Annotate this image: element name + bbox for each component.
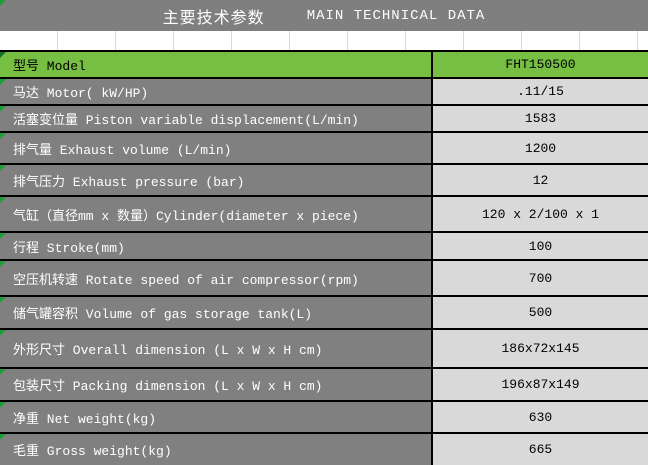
spec-value: 665 <box>528 442 553 457</box>
spec-label: 储气罐容积 Volume of gas storage tank(L) <box>13 307 313 322</box>
spec-value: 1200 <box>524 140 557 156</box>
error-triangle-icon <box>0 330 6 336</box>
spec-value: .11/15 <box>517 84 564 99</box>
error-triangle-icon <box>0 133 6 139</box>
error-triangle-icon <box>0 0 6 6</box>
spec-label: 行程 Stroke(mm) <box>13 240 125 256</box>
error-triangle-icon <box>0 106 6 112</box>
spec-label-cell[interactable]: 型号 Model <box>0 52 433 77</box>
spec-row-piston-displacement: 活塞变位量 Piston variable displacement(L/min… <box>0 104 648 131</box>
spec-row-tank-volume: 储气罐容积 Volume of gas storage tank(L) 500 <box>0 295 648 328</box>
spec-table: 型号 Model FHT150500 马达 Motor( kW/HP) .11/… <box>0 50 648 465</box>
spec-label-cell[interactable]: 行程 Stroke(mm) <box>0 233 433 259</box>
spec-row-cylinder: 气缸（直径mm x 数量）Cylinder(diameter x piece) … <box>0 195 648 231</box>
spec-label: 马达 Motor( kW/HP) <box>13 86 149 101</box>
spec-value-cell[interactable]: 12 <box>433 165 648 195</box>
spec-value-cell[interactable]: 1200 <box>433 133 648 163</box>
spec-row-stroke: 行程 Stroke(mm) 100 <box>0 231 648 259</box>
spec-label: 外形尺寸 Overall dimension (L x W x H cm) <box>13 343 323 358</box>
spec-value: 120 x 2/100 x 1 <box>481 206 600 222</box>
spec-row-gross-weight: 毛重 Gross weight(kg) 665 <box>0 432 648 465</box>
error-triangle-icon <box>0 79 6 85</box>
spec-label: 气缸（直径mm x 数量）Cylinder(diameter x piece) <box>13 208 359 224</box>
spec-value-cell[interactable]: 196x87x149 <box>433 369 648 400</box>
spec-row-exhaust-pressure: 排气压力 Exhaust pressure (bar) 12 <box>0 163 648 195</box>
error-triangle-icon <box>0 297 6 303</box>
spec-value-cell[interactable]: FHT150500 <box>433 52 648 77</box>
spec-value-cell[interactable]: 500 <box>433 297 648 328</box>
error-triangle-icon <box>0 197 6 203</box>
error-triangle-icon <box>0 261 6 267</box>
spec-value-cell[interactable]: 700 <box>433 261 648 295</box>
spec-label: 包装尺寸 Packing dimension (L x W x H cm) <box>13 379 323 394</box>
spec-value: 12 <box>532 172 549 188</box>
spec-label: 毛重 Gross weight(kg) <box>13 444 172 459</box>
spec-value: 630 <box>528 409 553 425</box>
spec-label-cell[interactable]: 净重 Net weight(kg) <box>0 402 433 432</box>
table-title-en: MAIN TECHNICAL DATA <box>306 7 486 24</box>
spec-value-cell[interactable]: 100 <box>433 233 648 259</box>
spec-value: 1583 <box>524 111 557 126</box>
table-title-bar[interactable]: 主要技术参数 MAIN TECHNICAL DATA <box>0 0 648 31</box>
error-triangle-icon <box>0 369 6 375</box>
empty-spreadsheet-row <box>0 31 648 50</box>
spec-row-overall-dimension: 外形尺寸 Overall dimension (L x W x H cm) 18… <box>0 328 648 367</box>
spec-value-cell[interactable]: 186x72x145 <box>433 330 648 367</box>
spec-value-cell[interactable]: 630 <box>433 402 648 432</box>
spec-label: 空压机转速 Rotate speed of air compressor(rpm… <box>13 272 359 288</box>
spec-row-rotate-speed: 空压机转速 Rotate speed of air compressor(rpm… <box>0 259 648 295</box>
spec-value-cell[interactable]: .11/15 <box>433 79 648 104</box>
spec-label-cell[interactable]: 马达 Motor( kW/HP) <box>0 79 433 104</box>
spec-row-exhaust-volume: 排气量 Exhaust volume (L/min) 1200 <box>0 131 648 163</box>
error-triangle-icon <box>0 165 6 171</box>
spec-label-cell[interactable]: 外形尺寸 Overall dimension (L x W x H cm) <box>0 330 433 367</box>
spec-label: 型号 Model <box>13 59 86 74</box>
spec-value-cell[interactable]: 120 x 2/100 x 1 <box>433 197 648 231</box>
spec-label-cell[interactable]: 排气量 Exhaust volume (L/min) <box>0 133 433 163</box>
spec-label-cell[interactable]: 排气压力 Exhaust pressure (bar) <box>0 165 433 195</box>
spec-label-cell[interactable]: 活塞变位量 Piston variable displacement(L/min… <box>0 106 433 131</box>
spec-value: 700 <box>528 270 553 286</box>
spec-value-cell[interactable]: 1583 <box>433 106 648 131</box>
spec-label-cell[interactable]: 包装尺寸 Packing dimension (L x W x H cm) <box>0 369 433 400</box>
spec-value: 500 <box>528 305 553 320</box>
spec-row-motor: 马达 Motor( kW/HP) .11/15 <box>0 77 648 104</box>
spec-label-cell[interactable]: 毛重 Gross weight(kg) <box>0 434 433 465</box>
spec-value: FHT150500 <box>505 57 576 72</box>
spec-value-cell[interactable]: 665 <box>433 434 648 465</box>
spec-label: 排气量 Exhaust volume (L/min) <box>13 142 232 158</box>
spec-label: 活塞变位量 Piston variable displacement(L/min… <box>13 113 359 128</box>
spec-label-cell[interactable]: 储气罐容积 Volume of gas storage tank(L) <box>0 297 433 328</box>
spec-row-model: 型号 Model FHT150500 <box>0 50 648 77</box>
error-triangle-icon <box>0 434 6 440</box>
spec-row-packing-dimension: 包装尺寸 Packing dimension (L x W x H cm) 19… <box>0 367 648 400</box>
error-triangle-icon <box>0 52 6 58</box>
spec-label-cell[interactable]: 气缸（直径mm x 数量）Cylinder(diameter x piece) <box>0 197 433 231</box>
spec-label: 排气压力 Exhaust pressure (bar) <box>13 174 245 190</box>
spec-row-net-weight: 净重 Net weight(kg) 630 <box>0 400 648 432</box>
spec-value: 186x72x145 <box>501 341 580 356</box>
spec-label: 净重 Net weight(kg) <box>13 411 157 427</box>
spec-value: 100 <box>528 238 553 254</box>
error-triangle-icon <box>0 233 6 239</box>
error-triangle-icon <box>0 402 6 408</box>
spec-value: 196x87x149 <box>501 377 580 392</box>
spec-label-cell[interactable]: 空压机转速 Rotate speed of air compressor(rpm… <box>0 261 433 295</box>
table-title-zh: 主要技术参数 <box>162 9 265 28</box>
